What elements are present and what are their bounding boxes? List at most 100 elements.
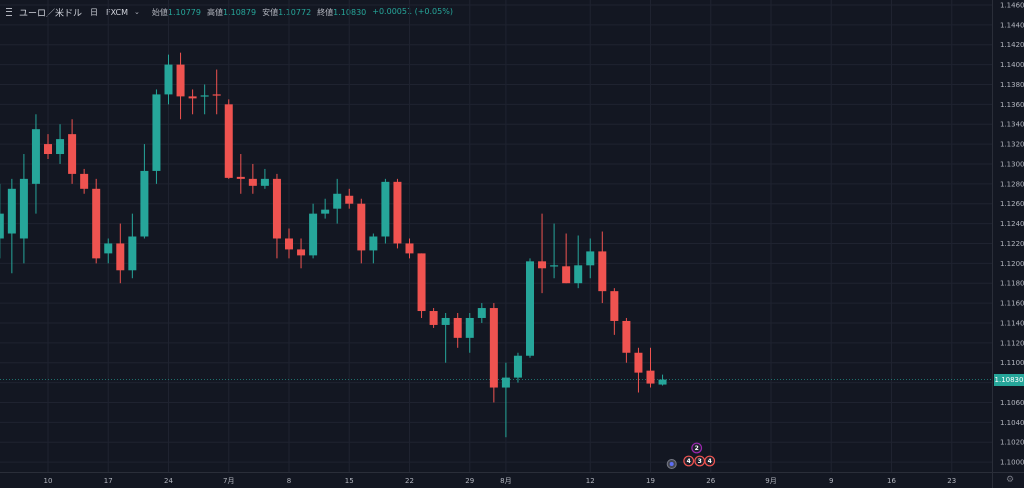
- event-marker-circle: [683, 455, 695, 467]
- candle-down[interactable]: [357, 198, 366, 264]
- gear-icon[interactable]: ⚙: [1005, 475, 1015, 485]
- x-tick-label: 10: [44, 477, 53, 485]
- candle-down[interactable]: [562, 233, 571, 284]
- candle-body: [248, 178, 257, 186]
- candle-body: [176, 64, 185, 97]
- candle-up[interactable]: [574, 235, 583, 289]
- candle-body: [477, 308, 486, 318]
- candle-up[interactable]: [152, 89, 161, 184]
- candle-down[interactable]: [68, 119, 77, 184]
- candle-down[interactable]: [272, 173, 281, 259]
- event-markers: 24 3 4: [666, 442, 716, 469]
- candle-up[interactable]: [321, 198, 330, 219]
- y-tick-label: 1.10400: [1000, 419, 1024, 427]
- x-tick-label: 9月: [765, 477, 776, 485]
- candle-down[interactable]: [44, 134, 52, 159]
- candle-up[interactable]: [526, 258, 534, 358]
- candle-down[interactable]: [345, 188, 354, 209]
- candle-up[interactable]: [501, 362, 510, 438]
- candle-body: [646, 370, 655, 384]
- x-tick-label: 24: [164, 477, 173, 485]
- candle-body: [345, 195, 354, 204]
- candle-up[interactable]: [333, 178, 342, 224]
- candle-up[interactable]: [381, 178, 390, 244]
- candle-down[interactable]: [646, 347, 655, 388]
- candle-up[interactable]: [164, 54, 173, 105]
- candle-down[interactable]: [610, 288, 619, 335]
- data-source[interactable]: FXCM: [106, 7, 129, 17]
- candle-up[interactable]: [586, 238, 595, 279]
- candle-up[interactable]: [140, 144, 149, 239]
- candle-down[interactable]: [453, 313, 462, 348]
- candle-down[interactable]: [212, 69, 221, 115]
- symbol-name[interactable]: ユーロ／米ドル: [19, 8, 83, 19]
- candle-down[interactable]: [236, 154, 245, 194]
- economic-event-marker[interactable]: 2: [691, 442, 703, 454]
- candle-down[interactable]: [224, 99, 233, 179]
- candle-up[interactable]: [19, 154, 28, 264]
- candle-down[interactable]: [248, 163, 257, 194]
- candle-body: [441, 317, 450, 325]
- candle-body: [562, 266, 571, 284]
- candle-body: [610, 291, 619, 321]
- economic-event-marker[interactable]: 4: [683, 455, 695, 467]
- candle-up[interactable]: [104, 238, 113, 264]
- candle-body: [0, 213, 4, 239]
- candle-down[interactable]: [393, 178, 402, 249]
- y-tick-label: 1.12400: [1000, 220, 1024, 228]
- candle-down[interactable]: [538, 213, 547, 294]
- candle-down[interactable]: [622, 317, 631, 363]
- candle-up[interactable]: [7, 178, 16, 274]
- candle-down[interactable]: [429, 308, 438, 328]
- candle-down[interactable]: [489, 303, 498, 403]
- candle-up[interactable]: [658, 374, 667, 386]
- candle-up[interactable]: [309, 203, 318, 259]
- candle-up[interactable]: [550, 223, 559, 279]
- candle-body: [598, 251, 607, 292]
- y-tick-label: 1.10600: [1000, 399, 1024, 407]
- candle-up[interactable]: [128, 213, 137, 279]
- economic-event-marker[interactable]: 3: [694, 455, 706, 467]
- candle-down[interactable]: [634, 347, 643, 393]
- candle-up[interactable]: [465, 313, 474, 353]
- candle-body: [56, 139, 65, 155]
- event-count-label: 4: [687, 458, 691, 465]
- candle-up[interactable]: [200, 84, 209, 115]
- candle-down[interactable]: [116, 223, 125, 284]
- candle-down[interactable]: [598, 231, 607, 304]
- low-value: 1.10772: [278, 7, 312, 17]
- menu-icon[interactable]: [6, 8, 12, 16]
- y-tick-label: 1.13600: [1000, 101, 1024, 109]
- candle-body: [453, 317, 462, 338]
- candle-down[interactable]: [405, 238, 414, 259]
- time-axis[interactable]: 10 17 24 7月 8 15 22 29 8月 12 19 26 9月 9 16 23: [0, 472, 1024, 486]
- grid-lines: [0, 0, 992, 472]
- candle-body: [513, 355, 522, 378]
- candle-up[interactable]: [441, 313, 450, 363]
- x-tick-label: 7月: [223, 477, 234, 485]
- economic-event-marker[interactable]: 4: [704, 455, 716, 467]
- candle-down[interactable]: [176, 52, 185, 120]
- y-tick-label: 1.14000: [1000, 61, 1024, 69]
- candle-down[interactable]: [417, 253, 426, 318]
- candle-up[interactable]: [260, 168, 269, 189]
- candle-up[interactable]: [513, 352, 522, 383]
- candle-up[interactable]: [0, 183, 4, 259]
- chevron-down-icon[interactable]: ⌄: [134, 8, 140, 16]
- timeframe[interactable]: 日: [90, 7, 99, 17]
- candle-body: [297, 249, 306, 256]
- candle-down[interactable]: [285, 228, 293, 259]
- candle-down[interactable]: [297, 238, 306, 269]
- candle-body: [104, 243, 113, 254]
- candle-down[interactable]: [188, 89, 197, 115]
- price-axis[interactable]: 1.100001.102001.104001.106001.108001.110…: [992, 0, 1024, 488]
- candle-body: [429, 311, 438, 325]
- candle-up[interactable]: [56, 124, 65, 164]
- candle-up[interactable]: [477, 303, 486, 323]
- candle-down[interactable]: [92, 178, 101, 264]
- candle-up[interactable]: [31, 114, 40, 214]
- candle-down[interactable]: [80, 168, 89, 194]
- candle-up[interactable]: [369, 233, 378, 264]
- current-price-label: 1.10830: [994, 374, 1024, 386]
